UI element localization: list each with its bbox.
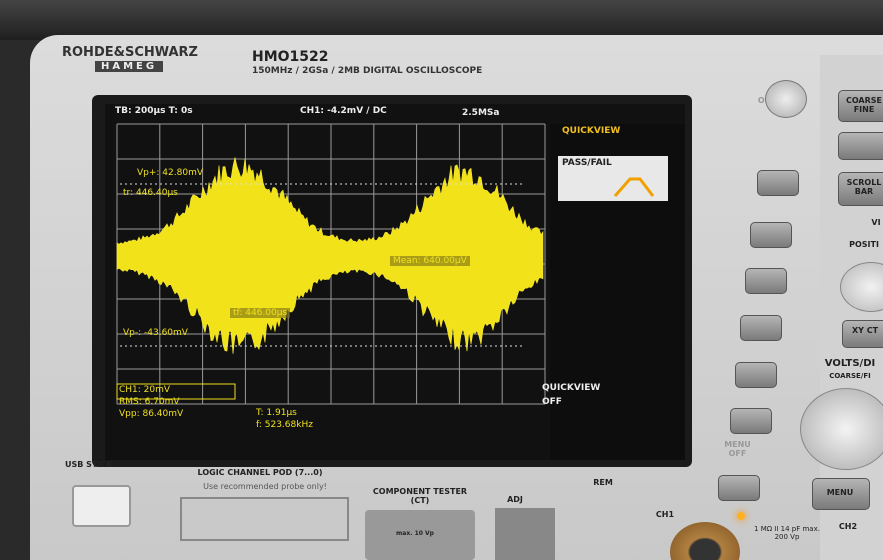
logic-port — [180, 497, 349, 541]
mean: Mean: 640.00µV — [390, 256, 470, 266]
spec: 150MHz / 2GSa / 2MB DIGITAL OSCILLOSCOPE — [252, 66, 482, 76]
rise-time: tr: 446.40µs — [123, 188, 178, 198]
quickview[interactable]: QUICKVIEW — [542, 383, 600, 393]
vp-minus: Vp-: -43.60mV — [123, 328, 188, 338]
channel-info: CH1: -4.2mV / DC — [300, 106, 387, 116]
quickview-state: OFF — [542, 397, 562, 407]
rem-label: REM — [583, 478, 623, 487]
logic-pod: LOGIC CHANNEL POD (7...0) — [180, 468, 340, 477]
sample-rate: 2.5MSa — [462, 108, 499, 118]
adj-panel — [495, 508, 555, 560]
photo: ROHDE&SCHWARZ HAMEG HMO1522 150MHz / 2GS… — [0, 0, 883, 560]
menu-off-key[interactable] — [718, 475, 760, 501]
rms: RMS: 6.70mV — [119, 397, 180, 407]
soft-key[interactable] — [735, 362, 777, 388]
brand-maker: ROHDE&SCHWARZ — [62, 45, 198, 60]
tester-label: COMPONENT TESTER (CT) — [365, 487, 475, 505]
usb-label: USB STICK — [65, 460, 135, 469]
input-spec: 1 MΩ II 14 pF max. 200 Vp — [752, 525, 822, 541]
vpp: Vpp: 86.40mV — [119, 409, 183, 419]
menu-off-label: MENU OFF — [715, 440, 760, 458]
frequency: f: 523.68kHz — [256, 420, 313, 430]
undo-key[interactable] — [838, 132, 883, 160]
waveform — [117, 157, 543, 353]
menu-title: QUICKVIEW — [562, 126, 620, 136]
vp-plus: Vp+: 42.80mV — [137, 168, 203, 178]
brand-sub: HAMEG — [95, 61, 163, 72]
menu: MENU — [812, 488, 868, 497]
coarse-fine: COARSE FINE — [840, 96, 883, 114]
ch2-label: CH2 — [828, 522, 868, 531]
soft-key[interactable] — [730, 408, 772, 434]
soft-key[interactable] — [750, 222, 792, 248]
adj-label: ADJ — [495, 495, 535, 504]
tester-max: max. 10 Vp — [395, 530, 435, 537]
probe-note: Use recommended probe only! — [180, 482, 350, 491]
menu-item[interactable]: PASS/FAIL — [562, 158, 612, 168]
usb-port — [72, 485, 131, 527]
led — [737, 512, 745, 520]
model: HMO1522 — [252, 49, 329, 65]
background — [0, 0, 883, 40]
timebase: TB: 200µs T: 0s — [115, 106, 193, 116]
soft-key[interactable] — [745, 268, 787, 294]
coarse-fi: COARSE/FI — [815, 372, 883, 380]
vertical-label: VI — [866, 218, 883, 227]
xy: XY CT — [842, 326, 883, 335]
power-button[interactable] — [765, 80, 807, 118]
ch1-scale: CH1: 20mV — [119, 385, 170, 395]
soft-key[interactable] — [740, 315, 782, 341]
volts-knob[interactable] — [800, 388, 883, 470]
scroll-bar: SCROLL BAR — [840, 178, 883, 196]
position-label: POSITI — [840, 240, 883, 249]
volts-div: VOLTS/DI — [815, 358, 883, 369]
period: T: 1.91µs — [256, 408, 297, 418]
ch1-label: CH1 — [645, 510, 685, 519]
fall-time: tf: 446.00µs — [230, 308, 290, 318]
soft-key[interactable] — [757, 170, 799, 196]
